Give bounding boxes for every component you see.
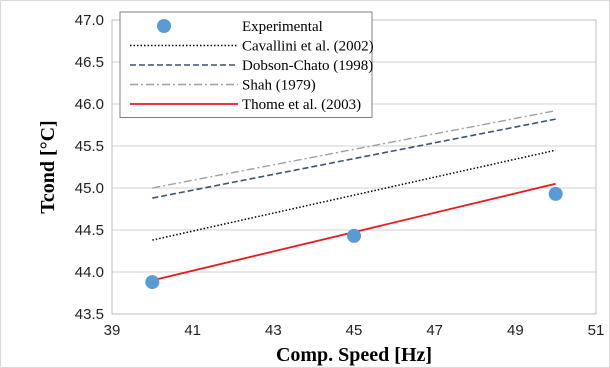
data-point-experimental [347, 228, 361, 243]
tick-labels: 43.5 44.0 44.5 45.0 45.5 46.0 46.5 47.0 39 41 43 45… [75, 12, 605, 339]
y-tick-label: 43.5 [75, 306, 104, 323]
series-layer [145, 110, 563, 290]
legend-label: Experimental [242, 19, 323, 35]
y-tick-label: 47.0 [75, 12, 104, 29]
legend-label: Thome et al. (2003) [242, 97, 361, 113]
legend: Experimental Cavallini et al. (2002) Dobso… [119, 11, 374, 118]
x-tick-label: 43 [265, 322, 282, 339]
y-tick-label: 45.0 [75, 180, 104, 197]
legend-label: Dobson-Chato (1998) [242, 58, 373, 74]
x-tick-label: 47 [426, 322, 443, 339]
y-tick-label: 45.5 [75, 138, 104, 155]
x-tick-label: 45 [346, 322, 363, 339]
legend-label: Shah (1979) [242, 78, 316, 94]
y-axis-title: Tcond [°C] [37, 120, 59, 213]
x-axis-title: Comp. Speed [Hz] [276, 344, 432, 366]
series-line-shah-1979 [152, 110, 556, 189]
series-line-cavallini-et-al-2002 [152, 149, 556, 241]
data-point-experimental [145, 275, 160, 290]
y-tick-label: 46.5 [75, 54, 104, 71]
x-tick-label: 49 [507, 322, 524, 339]
x-tick-label: 41 [184, 322, 201, 339]
y-tick-label: 44.5 [75, 222, 104, 239]
y-tick-label: 46.0 [75, 96, 104, 113]
x-tick-label: 39 [104, 322, 121, 339]
legend-marker [157, 19, 171, 33]
legend-label: Cavallini et al. (2002) [242, 39, 374, 55]
data-point-experimental [548, 186, 563, 201]
y-tick-label: 44.0 [75, 264, 104, 281]
x-tick-label: 51 [588, 322, 605, 339]
series-line-dobson-chato-1998 [152, 118, 556, 199]
